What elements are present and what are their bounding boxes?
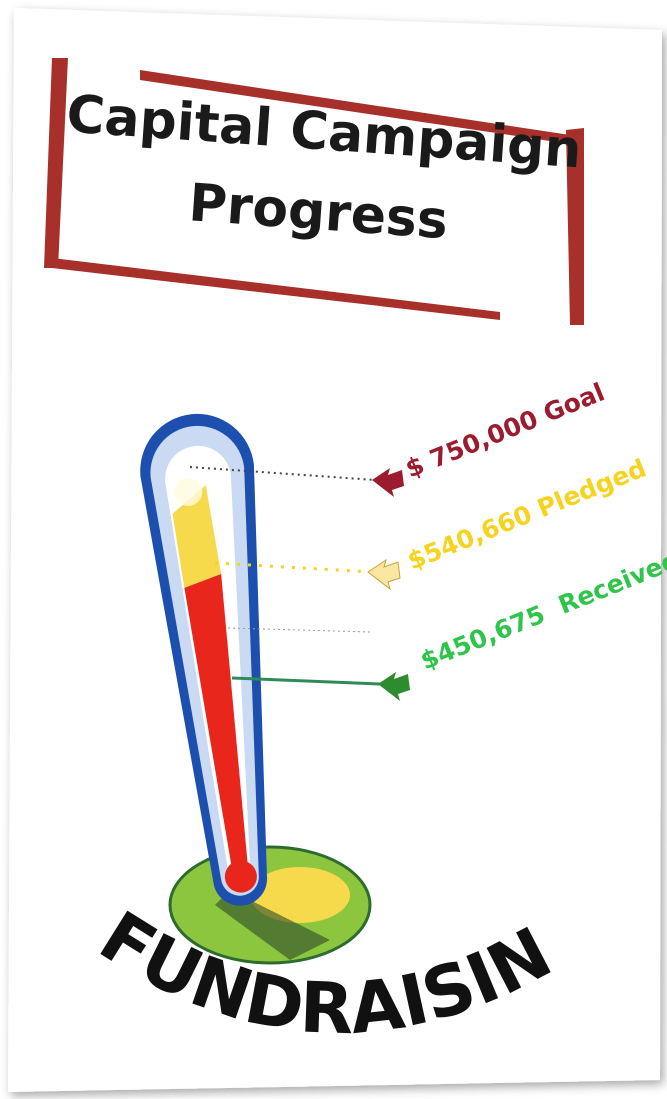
poster: Capital Campaign Progress $ 750,000 Goal… bbox=[0, 0, 667, 1099]
page: Capital Campaign Progress $ 750,000 Goal… bbox=[0, 0, 667, 1099]
